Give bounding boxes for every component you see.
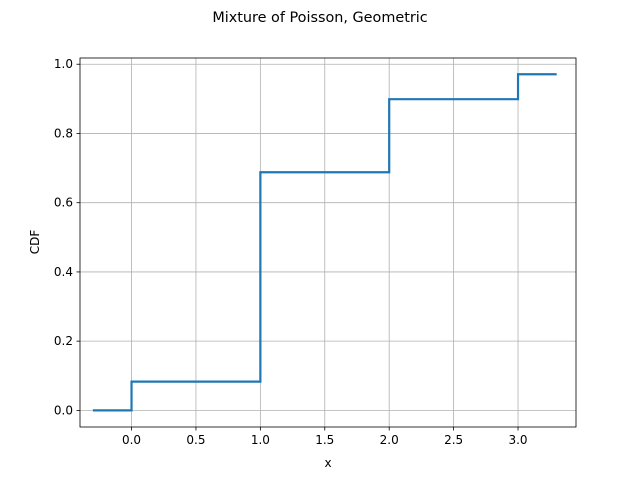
y-tick-label: 0.6 (54, 196, 73, 210)
y-tick-label: 0.2 (54, 334, 73, 348)
x-tick-label: 3.0 (508, 433, 527, 447)
y-axis-ticks: 0.0 0.2 0.4 0.6 0.8 1.0 (54, 57, 80, 417)
x-tick-label: 0.0 (122, 433, 141, 447)
x-tick-label: 0.5 (186, 433, 205, 447)
grid-lines (80, 58, 576, 427)
y-tick-label: 0.0 (54, 403, 73, 417)
series-layer (92, 73, 557, 412)
y-tick-label: 1.0 (54, 57, 73, 71)
x-tick-label: 2.0 (380, 433, 399, 447)
x-axis-ticks: 0.0 0.5 1.0 1.5 2.0 2.5 3.0 (122, 427, 528, 447)
x-tick-label: 1.0 (251, 433, 270, 447)
x-tick-label: 1.5 (315, 433, 334, 447)
y-tick-label: 0.8 (54, 126, 73, 140)
axes-frame (79, 57, 577, 428)
y-tick-label: 0.4 (54, 265, 73, 279)
y-axis-label: CDF (28, 230, 42, 255)
cdf-step-line (92, 73, 557, 412)
x-tick-label: 2.5 (444, 433, 463, 447)
x-axis-label: x (324, 456, 331, 470)
chart-title: Mixture of Poisson, Geometric (212, 10, 427, 26)
